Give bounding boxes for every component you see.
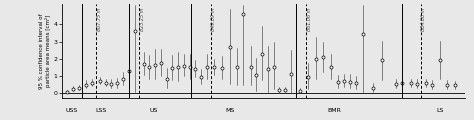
Text: 823.25 m: 823.25 m	[140, 8, 145, 31]
Text: 884.86 m: 884.86 m	[421, 8, 427, 31]
Text: 861.06 m: 861.06 m	[307, 8, 312, 31]
Text: LS: LS	[436, 108, 443, 113]
Y-axis label: 95 % confidence interval of
particle area means [cm²]: 95 % confidence interval of particle are…	[39, 13, 51, 89]
Text: 849.09 m: 849.09 m	[211, 8, 216, 31]
Text: BMR: BMR	[328, 108, 342, 113]
Text: 807.75 m: 807.75 m	[97, 8, 102, 31]
Text: USS: USS	[66, 108, 78, 113]
Text: LSS: LSS	[95, 108, 106, 113]
Text: US: US	[149, 108, 157, 113]
Text: MS: MS	[225, 108, 234, 113]
